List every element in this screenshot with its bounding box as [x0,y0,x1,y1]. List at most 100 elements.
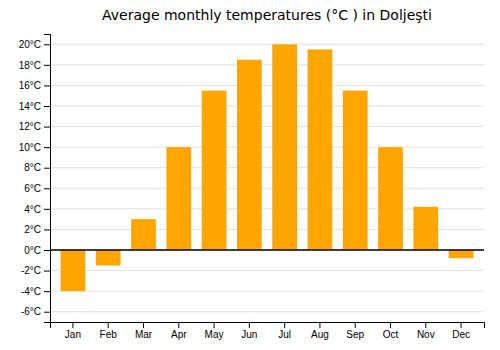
plot: -6°C -4°C -2°C 0°C 2°C 4°C 6°C 8°C 10°C 12°C 14°C 1… [19,35,485,341]
y-tick: 6°C [24,183,50,194]
x-tick-label: Jun [241,329,257,340]
x-tick-label: Feb [100,329,118,340]
x-tick: Jun [241,322,257,340]
grid [50,44,484,311]
bar [166,147,191,250]
x-tick: Jan [65,322,81,340]
bar [237,60,262,250]
y-tick: 0°C [24,245,50,256]
y-tick: -6°C [21,306,50,317]
grid-line [50,311,484,312]
x-tick: Dec [452,322,470,340]
x-tick: Nov [417,322,435,340]
grid-line [50,85,484,86]
bar [131,219,156,250]
y-tick: 18°C [19,60,50,71]
y-tick-mark [44,312,50,313]
y-tick-mark [44,85,50,86]
x-tick-label: Aug [311,329,329,340]
grid-line [50,126,484,127]
bar [272,44,297,250]
y-tick-label: 14°C [19,101,41,112]
y-tick-mark [44,271,50,272]
x-tick-label: Sep [346,329,364,340]
bar [378,147,403,250]
y-tick-label: 0°C [24,245,41,256]
y-tick-mark [44,229,50,230]
y-tick: 16°C [19,80,50,91]
y-tick: 12°C [19,121,50,132]
x-tick-label: Jul [278,329,291,340]
y-tick-label: 2°C [24,224,41,235]
y-tick-mark [44,147,50,148]
y-tick-label: -2°C [21,265,41,276]
y-tick: -2°C [21,265,50,276]
y-tick: 4°C [24,204,50,215]
x-tick-mark [178,322,179,328]
x-tick: Jul [278,322,291,340]
y-tick-mark [44,44,50,45]
y-tick-label: 20°C [19,39,41,50]
zero-line [50,249,484,251]
y-tick-mark [44,127,50,128]
y-tick: 14°C [19,101,50,112]
bar [96,250,121,265]
bar [202,91,227,250]
y-tick-label: 8°C [24,162,41,173]
x-tick: Sep [346,322,364,340]
grid-line [50,188,484,189]
x-tick-mark [284,322,285,328]
x-tick-mark [355,322,356,328]
x-tick-mark [108,322,109,328]
grid-line [50,270,484,271]
y-tick-mark [44,188,50,189]
y-tick-mark [44,291,50,292]
x-tick-label: Jan [65,329,81,340]
y-tick-mark [44,209,50,210]
x-tick: Aug [311,322,329,340]
x-tick-label: Apr [171,329,187,340]
grid-line [50,291,484,292]
x-tick-label: Oct [383,329,399,340]
grid-line [50,147,484,148]
grid-line [50,64,484,65]
grid-line [50,250,484,251]
y-axis-line [44,35,51,323]
y-tick-label: -6°C [21,306,41,317]
grid-line [50,167,484,168]
y-tick-label: 16°C [19,80,41,91]
y-tick: 8°C [24,162,50,173]
x-axis-line [51,323,485,329]
x-tick-mark [72,322,73,328]
bars [61,44,474,291]
y-tick-label: 10°C [19,142,41,153]
x-tick-mark [461,322,462,328]
x-tick-mark [214,322,215,328]
y-tick-label: 12°C [19,121,41,132]
bar [449,250,474,258]
x-tick-label: Dec [452,329,470,340]
x-tick: Feb [100,322,118,340]
y-tick: -4°C [21,286,50,297]
x-tick-label: Nov [417,329,435,340]
x-tick-mark [319,322,320,328]
x-tick-mark [249,322,250,328]
y-tick-label: 18°C [19,60,41,71]
y-tick-mark [44,250,50,251]
y-tick-mark [44,168,50,169]
bar [308,49,333,250]
title: Average monthly temperatures (°C ) in Do… [102,7,432,23]
bar [61,250,86,291]
bar [413,207,438,250]
chart: -6°C -4°C -2°C 0°C 2°C 4°C 6°C 8°C 10°C 12°C 14°C 1… [0,0,500,350]
y-tick-label: 6°C [24,183,41,194]
y-tick: 2°C [24,224,50,235]
x-tick: Apr [171,322,187,340]
bar [343,91,368,250]
x-tick-label: May [205,329,224,340]
grid-line [50,106,484,107]
y-tick-label: -4°C [21,286,41,297]
x-tick-label: Mar [135,329,153,340]
y-tick: 20°C [19,39,50,50]
x-tick: Mar [135,322,153,340]
